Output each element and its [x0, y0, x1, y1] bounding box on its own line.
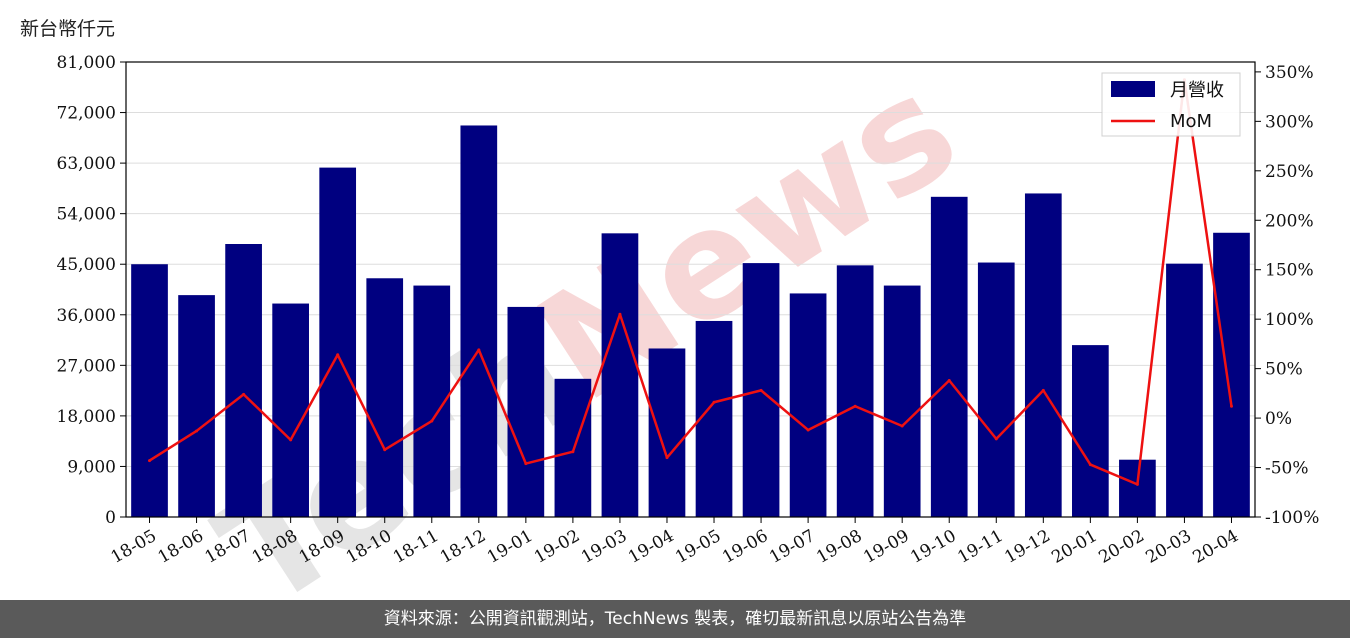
bar-19-11	[977, 262, 1015, 517]
bar-18-12	[460, 125, 498, 517]
bar-18-09	[319, 167, 357, 518]
mom-point-19-10	[947, 379, 951, 382]
mom-point-18-09	[336, 353, 340, 357]
x-tick-label: 19-08	[813, 526, 865, 568]
left-tick-label: 27,000	[57, 356, 116, 376]
mom-point-18-12	[477, 348, 481, 352]
mom-point-19-05	[712, 400, 716, 404]
left-tick-label: 72,000	[57, 104, 116, 124]
mom-point-18-05	[148, 459, 152, 463]
x-tick-label: 18-06	[155, 526, 207, 568]
mom-point-19-01	[524, 462, 528, 466]
bar-19-09	[883, 285, 921, 517]
x-tick-label: 19-02	[531, 526, 583, 568]
bar-18-08	[272, 303, 309, 517]
left-tick-label: 45,000	[57, 255, 116, 275]
x-tick-label: 19-11	[954, 526, 1006, 568]
x-tick-label: 19-10	[907, 526, 959, 568]
y-axis-unit-label: 新台幣仟元	[20, 18, 116, 40]
bar-19-01	[507, 306, 545, 517]
mom-point-19-09	[900, 424, 904, 428]
mom-point-18-07	[242, 392, 246, 396]
left-tick-label: 9,000	[67, 457, 116, 477]
plot-frame	[125, 61, 1256, 518]
bar-20-03	[1166, 263, 1203, 517]
mom-series-line	[148, 78, 1233, 486]
x-tick-label: 18-05	[108, 526, 160, 568]
left-tick-label: 63,000	[57, 154, 116, 174]
mom-point-20-01	[1088, 463, 1092, 467]
right-axis-ticks: -100% -50% 0% 50% 100% 150% 200% 250% 300% 350%	[1255, 63, 1319, 528]
mom-point-19-06	[759, 388, 763, 392]
bar-20-01	[1072, 345, 1109, 517]
x-tick-label: 20-03	[1142, 526, 1194, 568]
left-tick-label: 54,000	[57, 205, 116, 225]
mom-point-20-02	[1135, 482, 1139, 486]
right-tick-label: 200%	[1265, 211, 1314, 231]
right-tick-label: 50%	[1265, 360, 1303, 380]
x-tick-label: 19-07	[766, 526, 818, 568]
left-tick-label: 81,000	[57, 53, 116, 73]
bar-19-04	[648, 348, 686, 517]
bar-18-10	[366, 278, 404, 517]
legend-label-mom: MoM	[1170, 111, 1212, 132]
bar-20-02	[1119, 459, 1156, 517]
source-footer: 資料來源：公開資訊觀測站，TechNews 製表，確切最新訊息以原站公告為準	[0, 600, 1350, 638]
mom-point-18-10	[383, 448, 387, 452]
mom-point-18-08	[289, 438, 293, 442]
bar-19-03	[601, 233, 639, 518]
bar-18-05	[131, 264, 168, 517]
x-tick-label: 19-01	[484, 526, 536, 568]
revenue-bars	[131, 125, 1250, 518]
mom-point-19-07	[806, 428, 810, 432]
mom-point-19-08	[853, 404, 857, 408]
mom-point-19-02	[571, 450, 575, 454]
mom-point-19-03	[618, 312, 622, 316]
left-tick-label: 36,000	[57, 306, 116, 326]
mom-point-19-11	[994, 437, 998, 441]
left-tick-label: 18,000	[57, 407, 116, 427]
right-tick-label: 350%	[1265, 63, 1314, 83]
revenue-chart: TechNews 09,00018,00027,00036,00045,0005…	[57, 42, 1320, 600]
bar-19-07	[789, 293, 827, 517]
legend: 月營收 MoM	[1101, 72, 1241, 137]
axes	[125, 61, 1256, 518]
bar-20-04	[1213, 232, 1250, 517]
legend-box	[1101, 72, 1241, 137]
right-tick-label: -50%	[1265, 459, 1309, 479]
mom-point-19-12	[1041, 388, 1045, 392]
right-tick-label: 300%	[1265, 112, 1314, 132]
bar-19-12	[1024, 193, 1062, 517]
mom-line	[148, 78, 1233, 486]
bar-18-07	[225, 244, 262, 517]
x-tick-label: 19-04	[625, 526, 677, 568]
x-tick-label: 19-12	[1001, 526, 1053, 568]
right-tick-label: 150%	[1265, 261, 1314, 281]
left-tick-label: 0	[105, 508, 116, 528]
x-tick-label: 19-09	[860, 526, 912, 568]
right-tick-label: 100%	[1265, 310, 1314, 330]
bar-19-08	[836, 265, 874, 517]
x-tick-label: 19-06	[719, 526, 771, 568]
mom-point-19-04	[665, 456, 669, 460]
x-tick-label: 20-01	[1048, 526, 1100, 568]
bar-19-05	[695, 320, 733, 517]
left-axis-ticks: 0 9,000 18,000 27,000 36,000 45,000 54,000 63,0…	[57, 53, 126, 528]
legend-label-revenue: 月營收	[1170, 80, 1224, 101]
bar-19-10	[930, 196, 968, 517]
mom-point-18-06	[195, 429, 199, 433]
mom-point-20-04	[1229, 404, 1233, 408]
x-tick-label: 20-02	[1095, 526, 1147, 568]
x-tick-label: 19-03	[578, 526, 630, 568]
mom-point-18-11	[430, 419, 434, 423]
right-tick-label: 250%	[1265, 162, 1314, 182]
x-tick-label: 19-05	[672, 526, 724, 568]
right-tick-label: 0%	[1265, 409, 1292, 429]
bar-18-06	[178, 295, 215, 517]
legend-swatch-bar	[1111, 81, 1155, 97]
x-tick-label: 20-04	[1190, 526, 1242, 568]
right-tick-label: -100%	[1265, 508, 1319, 528]
